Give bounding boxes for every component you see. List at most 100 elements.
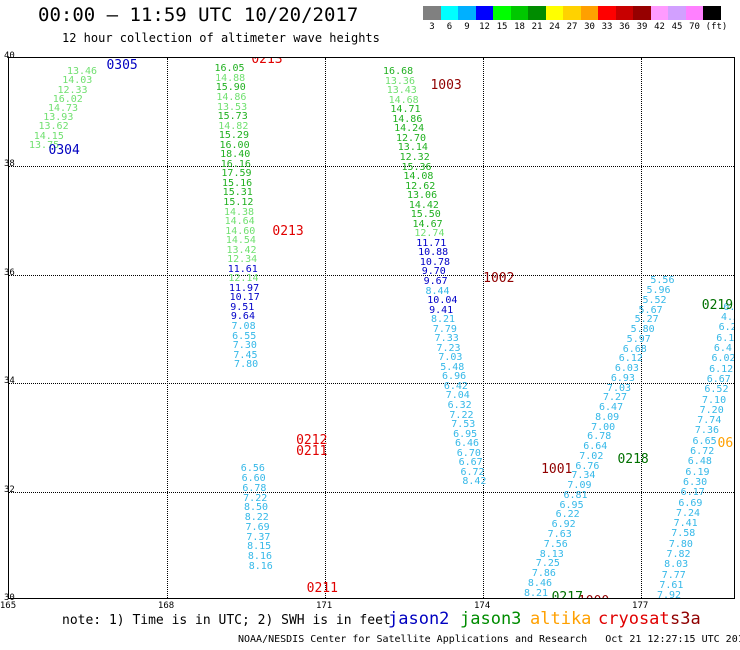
- wave-height-value: 9.70: [421, 266, 446, 278]
- wave-height-value: 7.53: [451, 419, 476, 431]
- pass-time-label: 0213: [251, 57, 283, 68]
- lat-tick-label: 34: [4, 376, 15, 387]
- wave-height-value: 13.36: [384, 75, 415, 87]
- wave-height-value: 9.51: [230, 301, 255, 313]
- wave-height-value: 6.46: [454, 438, 480, 450]
- wave-height-value: 6.92: [551, 519, 576, 531]
- wave-height-value: 6.67: [458, 457, 483, 469]
- wave-height-value: 8.22: [244, 512, 269, 524]
- wave-height-value: 7.58: [671, 528, 696, 540]
- lat-tick-label: 40: [4, 51, 15, 61]
- legend-swatch: [528, 6, 546, 20]
- wave-height-value: 7.80: [668, 538, 693, 550]
- wave-height-value: 8.15: [247, 541, 272, 553]
- wave-height-value: 14.24: [394, 123, 425, 135]
- map-area: 13.46 14.03 12.33 16.02 14.73 13.93 13.62 14.15…: [8, 57, 735, 599]
- wave-height-value: 11.71: [416, 237, 447, 249]
- wave-height-value: 7.86: [531, 568, 556, 580]
- wave-height-value: 6.52: [704, 384, 729, 396]
- pass-time-label: 0219: [701, 297, 734, 313]
- lon-tick-label: 171: [315, 601, 333, 611]
- wave-height-value: 6.95: [453, 428, 478, 440]
- wave-height-value: 14.38: [223, 206, 255, 218]
- wave-height-value: 7.69: [245, 521, 270, 533]
- wave-height-value: 14.68: [388, 94, 419, 106]
- wave-height-value: 16.16: [220, 158, 251, 170]
- wave-height-value: 5.80: [630, 324, 655, 336]
- wave-height-value: 6.70: [456, 447, 481, 459]
- wave-height-value: 10.17: [229, 292, 260, 304]
- satellite-legend-jason2: jason2: [388, 609, 450, 629]
- wave-height-value: 16.68: [383, 66, 414, 78]
- wave-height-value: 15.90: [215, 82, 246, 94]
- wave-height-value: 14.86: [392, 113, 423, 125]
- wave-height-value: 7.04: [445, 390, 470, 402]
- wave-height-value: 5.48: [440, 361, 465, 373]
- wave-height-value: 6.78: [242, 482, 267, 494]
- satellite-legend-altika: altika: [530, 609, 592, 629]
- wave-height-value: 7.22: [449, 409, 474, 421]
- wave-height-value: 16.05: [214, 63, 245, 75]
- wave-height-value: 5.67: [638, 304, 663, 316]
- wave-height-value: 7.37: [246, 531, 271, 543]
- wave-height-value: 15.16: [222, 177, 253, 189]
- wave-height-value: 7.08: [231, 320, 256, 332]
- legend-label: 33: [601, 22, 613, 32]
- legend-label: 39: [636, 22, 648, 32]
- legend-swatch: [685, 6, 703, 20]
- legend-swatch: [510, 6, 528, 20]
- wave-height-value: 11.61: [227, 263, 258, 275]
- wave-height-value: 9.41: [429, 304, 454, 316]
- wave-height-value: 13.42: [226, 244, 257, 256]
- wave-height-value: 6.22: [555, 509, 580, 521]
- pass-time-label: 1001: [541, 461, 573, 477]
- grid-line-lat: [9, 166, 734, 168]
- wave-height-value: 6.76: [575, 460, 600, 472]
- wave-height-value: 6.47: [599, 402, 624, 414]
- wave-height-value: 7.20: [699, 404, 724, 416]
- grid-line-lat: [9, 383, 734, 385]
- wave-height-value: 7.92: [656, 590, 682, 599]
- wave-height-value: 14.88: [215, 72, 246, 84]
- wave-height-value: 12.74: [414, 228, 445, 240]
- lon-tick-label: 177: [632, 601, 649, 611]
- grid-line-lat: [9, 491, 734, 493]
- wave-height-value: 6.17: [680, 487, 705, 499]
- legend-swatch: [650, 6, 668, 20]
- wave-height-value: 14.71: [390, 104, 421, 116]
- wave-height-value: 7.25: [535, 558, 560, 570]
- wave-height-value: 13.75: [29, 139, 60, 151]
- wave-height-value: 12.70: [395, 132, 427, 144]
- wave-height-value: 6.12: [618, 353, 643, 365]
- legend-swatch: [440, 6, 458, 20]
- wave-height-value: 6.12: [709, 363, 734, 375]
- wave-height-value: 6.48: [687, 456, 712, 468]
- wave-height-value: 14.86: [216, 92, 247, 104]
- wave-height-value: 15.36: [401, 161, 432, 173]
- wave-height-value: 6.02: [711, 353, 735, 365]
- grid-line-lon: [325, 58, 327, 598]
- wave-height-value: 7.63: [547, 528, 572, 540]
- wave-height-value: 13.62: [38, 121, 69, 133]
- wave-height-value: 8.50: [243, 502, 269, 514]
- legend-label: 6: [446, 22, 453, 32]
- wave-height-value: 9.64: [230, 311, 255, 323]
- pass-time-label: 0211: [306, 581, 338, 597]
- pass-time-label: 1000: [578, 595, 609, 598]
- legend-swatch: [580, 6, 598, 20]
- wave-height-value: 5.97: [626, 333, 651, 345]
- wave-height-value: 12.33: [57, 84, 88, 96]
- legend-label: 12: [479, 22, 490, 32]
- legend-label: 24: [549, 22, 560, 32]
- wave-height-value: 8.03: [664, 559, 689, 571]
- satellite-legend-s3a: s3a: [670, 609, 701, 629]
- wave-height-value: 14.54: [225, 235, 256, 247]
- legend-label: 15: [496, 22, 508, 32]
- map-title: 00:00 – 11:59 UTC 10/20/2017: [38, 4, 359, 26]
- lon-tick-label: 165: [0, 601, 17, 611]
- lon-tick-label: 168: [157, 601, 175, 611]
- lat-tick-label: 30: [4, 593, 15, 603]
- pass-time-label: 1003: [430, 78, 462, 94]
- wave-height-value: 12.62: [405, 180, 436, 192]
- wave-height-value: 10.04: [427, 295, 458, 307]
